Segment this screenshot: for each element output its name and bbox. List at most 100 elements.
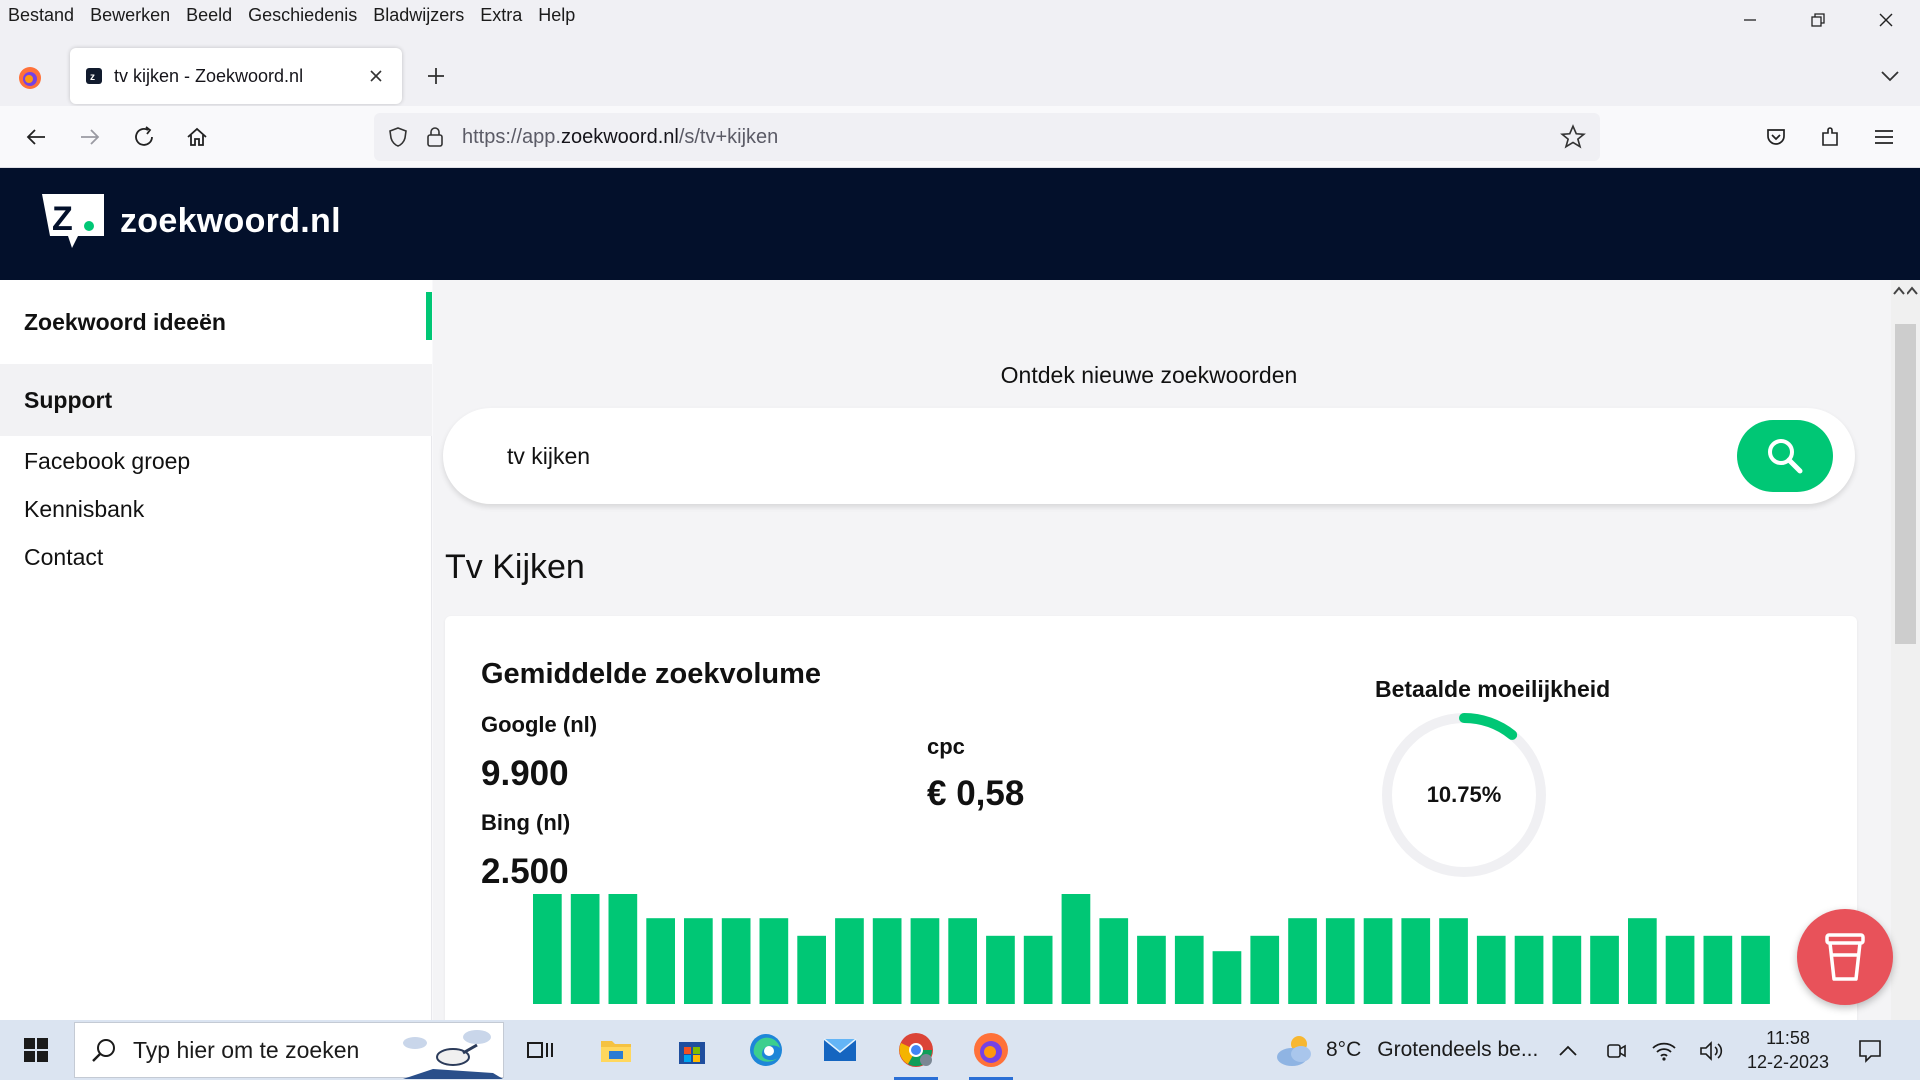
buy-coffee-button[interactable] bbox=[1797, 909, 1893, 1005]
volume-bar-22[interactable] bbox=[1325, 918, 1355, 1004]
volume-bar-8[interactable] bbox=[797, 935, 826, 1004]
menu-geschiedenis[interactable]: Geschiedenis bbox=[248, 5, 358, 25]
sidebar-item-label: Zoekwoord ideeën bbox=[24, 308, 226, 335]
volume-bar-5[interactable] bbox=[684, 918, 713, 1004]
app-menu-button[interactable] bbox=[1866, 119, 1902, 155]
network-button[interactable] bbox=[1650, 1037, 1678, 1065]
firefox-view-button[interactable] bbox=[14, 62, 46, 94]
task-view-button[interactable] bbox=[512, 1026, 568, 1074]
volume-bar-26[interactable] bbox=[1476, 935, 1506, 1004]
search-icon bbox=[92, 1039, 115, 1062]
site-name[interactable]: zoekwoord.nl bbox=[120, 202, 341, 240]
sidebar-item-zoekwoord-ideeen[interactable]: Zoekwoord ideeën bbox=[0, 280, 432, 364]
sidebar-link-contact[interactable]: Contact bbox=[24, 544, 104, 570]
taskbar-firefox[interactable] bbox=[963, 1026, 1019, 1080]
taskbar-mail[interactable] bbox=[812, 1026, 868, 1074]
puzzle-icon bbox=[1822, 127, 1838, 146]
scroll-up-icon[interactable] bbox=[1907, 284, 1920, 298]
start-button[interactable] bbox=[14, 1032, 58, 1068]
shield-icon[interactable] bbox=[386, 125, 410, 149]
volume-button[interactable] bbox=[1697, 1037, 1725, 1065]
minimize-button[interactable] bbox=[1716, 0, 1784, 40]
forward-button[interactable] bbox=[72, 119, 108, 155]
url-text[interactable]: https://app.zoekwoord.nl/s/tv+kijken bbox=[462, 126, 778, 149]
difficulty-value: 10.75% bbox=[1426, 782, 1502, 807]
volume-bar-24[interactable] bbox=[1401, 918, 1431, 1004]
sidebar-link-facebook-groep[interactable]: Facebook groep bbox=[24, 448, 191, 474]
volume-bar-2[interactable] bbox=[570, 894, 600, 1004]
volume-bar-1[interactable] bbox=[533, 894, 562, 1004]
menu-help[interactable]: Help bbox=[538, 5, 576, 25]
home-button[interactable] bbox=[179, 119, 215, 155]
volume-bar-28[interactable] bbox=[1552, 935, 1582, 1004]
tab-close-button[interactable] bbox=[364, 64, 388, 88]
volume-bar-6[interactable] bbox=[721, 918, 751, 1004]
search-volume-bar-chart bbox=[533, 894, 1770, 1004]
lock-icon[interactable] bbox=[424, 125, 446, 149]
taskbar-search-box[interactable]: Typ hier om te zoeken bbox=[74, 1022, 504, 1079]
weather-temperature: 8°C bbox=[1326, 1038, 1362, 1061]
taskbar-file-explorer[interactable] bbox=[588, 1026, 644, 1074]
show-hidden-icons-button[interactable] bbox=[1554, 1037, 1582, 1065]
volume-bar-23[interactable] bbox=[1363, 918, 1393, 1004]
volume-bar-7[interactable] bbox=[759, 918, 789, 1004]
taskbar-edge[interactable] bbox=[738, 1026, 794, 1074]
volume-bar-29[interactable] bbox=[1590, 935, 1619, 1004]
url-bar[interactable]: https://app.zoekwoord.nl/s/tv+kijken bbox=[374, 113, 1600, 161]
menu-bestand[interactable]: Bestand bbox=[8, 5, 75, 25]
volume-bar-11[interactable] bbox=[910, 918, 940, 1004]
navigation-bar: https://app.zoekwoord.nl/s/tv+kijken bbox=[0, 106, 1920, 168]
volume-bar-10[interactable] bbox=[872, 918, 902, 1004]
meet-now-button[interactable] bbox=[1602, 1037, 1630, 1065]
volume-bar-13[interactable] bbox=[986, 935, 1015, 1004]
taskbar: Typ hier om te zoeken 8°C Grotendeels be… bbox=[0, 1020, 1920, 1080]
weather-widget[interactable]: 8°C Grotendeels be... bbox=[1274, 1020, 1538, 1080]
notifications-button[interactable] bbox=[1854, 1034, 1886, 1066]
volume-bar-27[interactable] bbox=[1514, 935, 1544, 1004]
pocket-button[interactable] bbox=[1758, 119, 1794, 155]
volume-bar-16[interactable] bbox=[1099, 918, 1129, 1004]
restore-button[interactable] bbox=[1784, 0, 1852, 40]
taskbar-chrome[interactable] bbox=[888, 1026, 944, 1080]
volume-bar-32[interactable] bbox=[1703, 935, 1733, 1004]
menu-extra[interactable]: Extra bbox=[480, 5, 523, 25]
star-icon[interactable] bbox=[1560, 124, 1586, 150]
sidebar-link-kennisbank[interactable]: Kennisbank bbox=[24, 496, 145, 522]
volume-bar-19[interactable] bbox=[1212, 951, 1242, 1004]
close-window-button[interactable] bbox=[1852, 0, 1920, 40]
volume-bar-3[interactable] bbox=[608, 894, 638, 1004]
search-input[interactable] bbox=[507, 436, 1707, 476]
list-all-tabs-button[interactable] bbox=[1874, 58, 1906, 94]
volume-bar-14[interactable] bbox=[1023, 935, 1053, 1004]
new-tab-button[interactable] bbox=[420, 56, 452, 96]
taskbar-microsoft-store[interactable] bbox=[664, 1026, 720, 1074]
volume-bar-17[interactable] bbox=[1137, 935, 1166, 1004]
volume-bar-33[interactable] bbox=[1741, 935, 1770, 1004]
reload-button[interactable] bbox=[126, 119, 162, 155]
volume-bar-9[interactable] bbox=[835, 918, 864, 1004]
zoekwoord-logo-icon[interactable]: Z bbox=[40, 192, 106, 256]
scroll-up-icon[interactable] bbox=[1892, 284, 1906, 298]
plus-icon bbox=[428, 68, 444, 84]
menu-beeld[interactable]: Beeld bbox=[186, 5, 233, 25]
menu-bewerken[interactable]: Bewerken bbox=[90, 5, 171, 25]
volume-bar-21[interactable] bbox=[1288, 918, 1317, 1004]
system-clock[interactable]: 11:58 12-2-2023 bbox=[1740, 1026, 1836, 1074]
search-button[interactable] bbox=[1737, 420, 1833, 492]
tab-active[interactable]: z tv kijken - Zoekwoord.nl bbox=[70, 48, 402, 104]
back-button[interactable] bbox=[18, 119, 54, 155]
volume-bar-4[interactable] bbox=[646, 918, 675, 1004]
volume-bar-20[interactable] bbox=[1250, 935, 1280, 1004]
volume-bar-15[interactable] bbox=[1061, 894, 1091, 1004]
volume-bar-12[interactable] bbox=[948, 918, 977, 1004]
volume-bar-30[interactable] bbox=[1628, 918, 1657, 1004]
scrollbar-thumb[interactable] bbox=[1895, 324, 1916, 644]
url-path: /s/tv+kijken bbox=[678, 125, 779, 148]
volume-bar-18[interactable] bbox=[1174, 935, 1204, 1004]
volume-bar-25[interactable] bbox=[1439, 918, 1468, 1004]
volume-bar-31[interactable] bbox=[1665, 935, 1695, 1004]
page-scrollbar[interactable] bbox=[1891, 280, 1920, 1020]
bing-volume: 2.500 bbox=[481, 852, 569, 891]
extensions-button[interactable] bbox=[1812, 119, 1848, 155]
menu-bladwijzers[interactable]: Bladwijzers bbox=[373, 5, 465, 25]
